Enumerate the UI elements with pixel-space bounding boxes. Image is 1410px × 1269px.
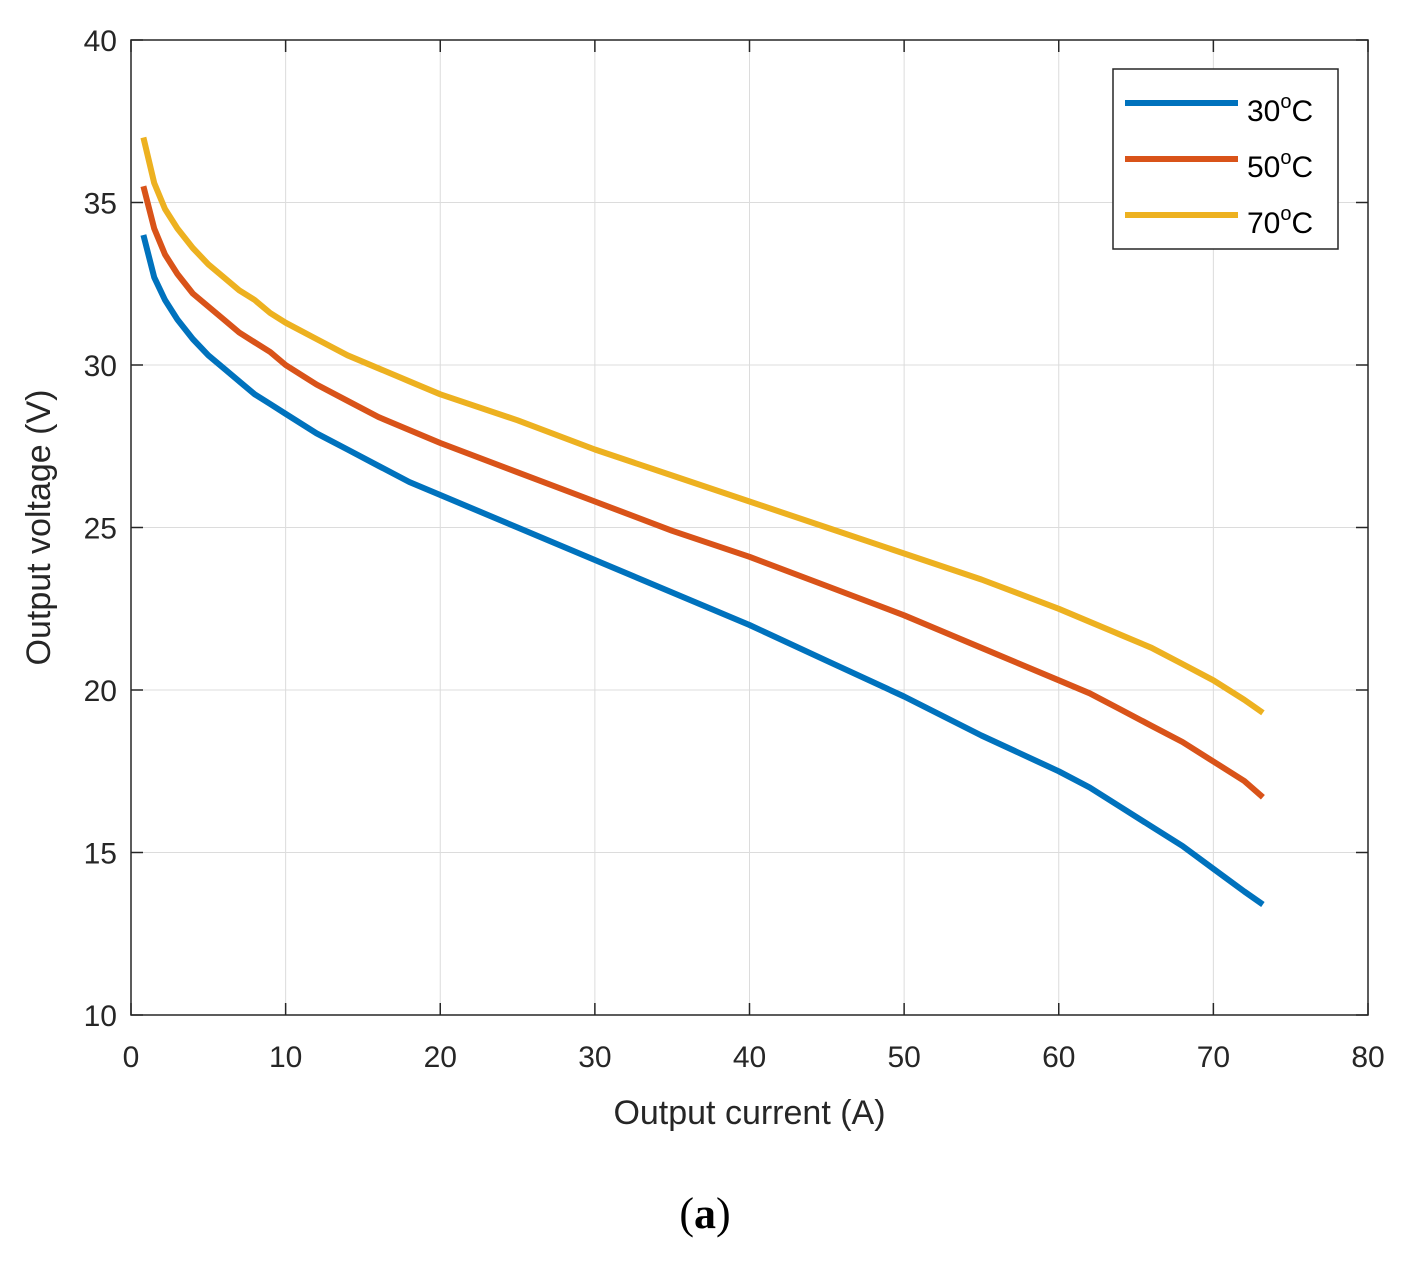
x-tick-label: 40 bbox=[733, 1041, 766, 1074]
y-tick-label: 25 bbox=[84, 513, 117, 546]
caption-letter: a bbox=[694, 1189, 716, 1238]
x-tick-label: 30 bbox=[578, 1041, 611, 1074]
x-tick-label: 20 bbox=[424, 1041, 457, 1074]
series-line-50c bbox=[140, 185, 1265, 800]
caption-close-paren: ) bbox=[716, 1189, 731, 1238]
y-tick-label: 35 bbox=[84, 188, 117, 221]
y-tick-label: 30 bbox=[84, 350, 117, 383]
caption-open-paren: ( bbox=[679, 1189, 694, 1238]
series-group bbox=[140, 136, 1265, 907]
legend-label-50c: 50oC bbox=[1247, 147, 1313, 184]
x-axis-label: Output current (A) bbox=[613, 1094, 885, 1132]
x-tick-label: 70 bbox=[1197, 1041, 1230, 1074]
legend-label-30c: 30oC bbox=[1247, 91, 1313, 128]
x-tick-label: 10 bbox=[269, 1041, 302, 1074]
y-tick-label: 10 bbox=[84, 1000, 117, 1033]
series-line-70c bbox=[140, 136, 1265, 716]
x-tick-label: 60 bbox=[1042, 1041, 1075, 1074]
figure-caption: (a) bbox=[0, 1188, 1410, 1239]
series-line-30c bbox=[140, 234, 1265, 907]
legend-label-70c: 70oC bbox=[1247, 203, 1313, 240]
legend: 30oC 50oC 70oC bbox=[1112, 68, 1339, 250]
x-tick-label: 50 bbox=[887, 1041, 920, 1074]
x-tick-label: 80 bbox=[1351, 1041, 1384, 1074]
y-tick-label: 40 bbox=[84, 25, 117, 58]
grid bbox=[130, 39, 1369, 1016]
y-axis-label: Output voltage (V) bbox=[20, 390, 58, 666]
y-tick-label: 15 bbox=[84, 838, 117, 871]
x-tick-label: 0 bbox=[123, 1041, 140, 1074]
y-tick-label: 20 bbox=[84, 675, 117, 708]
